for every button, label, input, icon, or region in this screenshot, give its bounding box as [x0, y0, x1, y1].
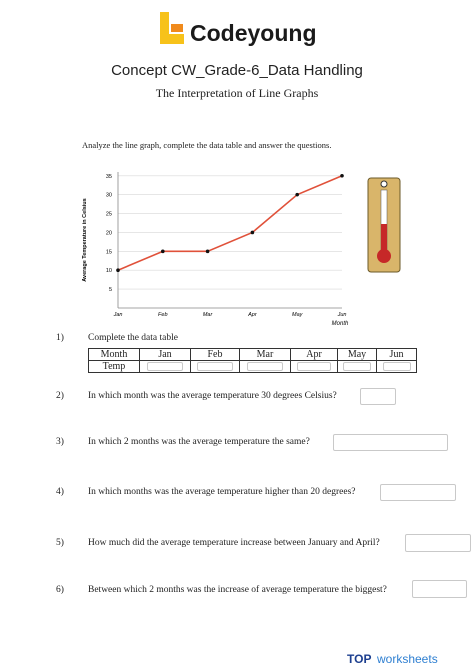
x-tick-label: May — [292, 312, 304, 318]
data-point — [250, 230, 255, 235]
data-point — [340, 173, 344, 178]
question-text: In which months was the average temperat… — [88, 487, 356, 497]
y-axis-label: Average Temperature in Celsius — [82, 198, 88, 281]
question-number: 2) — [56, 391, 64, 401]
x-axis-label: Month — [332, 321, 349, 327]
answer-input[interactable] — [343, 362, 371, 371]
y-tick-label: 10 — [106, 268, 112, 274]
table-header: Jun — [376, 348, 417, 361]
question-text: Complete the data table — [88, 333, 178, 343]
answer-input[interactable] — [380, 484, 456, 501]
logo-text: Codeyoung — [190, 20, 317, 46]
x-tick-label: Feb — [158, 312, 167, 318]
x-tick-label: Jan — [113, 312, 123, 318]
question-text: In which 2 months was the average temper… — [88, 437, 310, 447]
y-tick-label: 20 — [106, 230, 112, 236]
footer-brand: worksheets — [377, 652, 438, 666]
question-number: 6) — [56, 585, 64, 595]
footer-brand: TOP — [347, 652, 372, 666]
answer-input[interactable] — [197, 362, 233, 371]
answer-input[interactable] — [247, 362, 283, 371]
data-point — [116, 268, 120, 273]
question-number: 4) — [56, 487, 64, 497]
x-tick-label: Mar — [203, 312, 214, 318]
y-tick-label: 25 — [106, 212, 112, 218]
data-point — [161, 249, 165, 254]
answer-input[interactable] — [412, 580, 467, 598]
table-header: Mar — [239, 348, 291, 361]
question-text: Between which 2 months was the increase … — [88, 585, 387, 595]
y-tick-label: 5 — [109, 287, 112, 293]
question-number: 5) — [56, 538, 64, 548]
x-tick-label: Apr — [247, 312, 258, 318]
data-point — [295, 192, 299, 197]
question-text: How much did the average temperature inc… — [88, 538, 380, 548]
answer-input[interactable] — [147, 362, 183, 371]
question-text: In which month was the average temperatu… — [88, 391, 337, 401]
line-chart: Average Temperature in Celsius Month 5 10… — [82, 172, 349, 327]
title: Concept CW_Grade-6_Data Handling — [111, 62, 363, 79]
y-tick-label: 30 — [106, 193, 112, 199]
table-header: Apr — [290, 348, 338, 361]
table-header: Jan — [139, 348, 191, 361]
answer-input[interactable] — [405, 534, 471, 552]
table-row-label: Temp — [88, 360, 140, 373]
data-line — [117, 175, 343, 271]
thermometer-illustration — [367, 177, 401, 273]
y-tick-label: 15 — [106, 249, 112, 255]
x-tick-label: Jun — [337, 312, 347, 318]
y-tick-label: 35 — [106, 174, 112, 180]
table-header: Month — [88, 348, 140, 361]
data-table: Month Jan Feb Mar Apr May Jun Temp — [88, 348, 417, 373]
table-header: May — [337, 348, 377, 361]
question-number: 3) — [56, 437, 64, 447]
logo-icon — [160, 12, 184, 44]
table-header: Feb — [190, 348, 240, 361]
answer-input[interactable] — [382, 362, 411, 371]
answer-input[interactable] — [297, 362, 331, 371]
question-number: 1) — [56, 333, 64, 343]
answer-input[interactable] — [333, 434, 448, 451]
subtitle: The Interpretation of Line Graphs — [155, 86, 319, 100]
instruction: Analyze the line graph, complete the dat… — [82, 140, 332, 150]
data-point — [205, 249, 210, 254]
answer-input[interactable] — [360, 388, 396, 405]
